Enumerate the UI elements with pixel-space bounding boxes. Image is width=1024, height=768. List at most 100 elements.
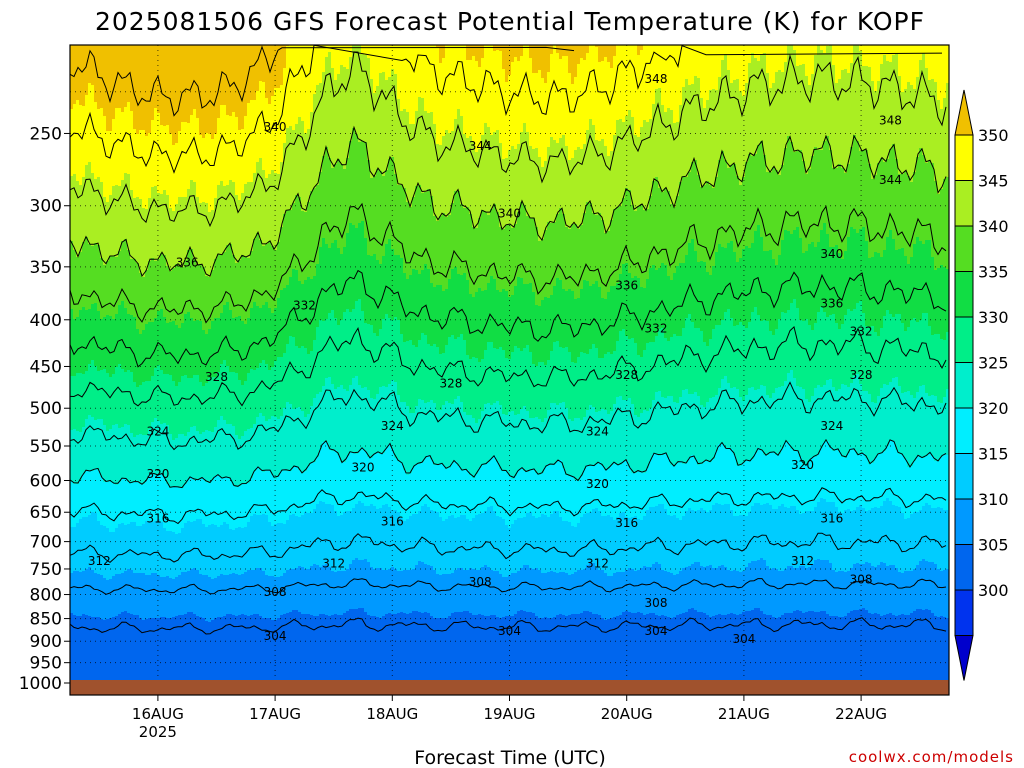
temperature-band-cell (313, 564, 317, 617)
temperature-band-cell (814, 560, 818, 613)
temperature-band-cell (118, 45, 122, 109)
temperature-band-cell (943, 45, 947, 99)
temperature-band-cell (544, 161, 548, 231)
temperature-band-cell (805, 399, 809, 466)
temperature-band-cell (844, 616, 848, 695)
temperature-band-cell (76, 45, 80, 101)
temperature-band-cell (76, 181, 80, 258)
temperature-band-cell (442, 465, 446, 522)
temperature-band-cell (661, 192, 665, 264)
temperature-band-cell (712, 397, 716, 460)
temperature-band-cell (79, 252, 83, 311)
temperature-band-cell (925, 456, 929, 504)
temperature-band-cell (361, 448, 365, 504)
temperature-band-cell (730, 510, 734, 572)
temperature-band-cell (283, 143, 287, 215)
temperature-band-cell (484, 464, 488, 512)
temperature-band-cell (559, 208, 563, 281)
temperature-band-cell (370, 325, 374, 399)
temperature-band-cell (241, 436, 245, 485)
temperature-band-cell (832, 616, 836, 695)
temperature-band-cell (85, 45, 89, 96)
temperature-band-cell (268, 470, 272, 523)
temperature-band-cell (763, 560, 767, 615)
temperature-band-cell (835, 449, 839, 508)
temperature-band-cell (358, 142, 362, 224)
temperature-band-cell (874, 613, 878, 695)
temperature-band-cell (571, 291, 575, 363)
temperature-band-cell (307, 569, 311, 615)
temperature-band-cell (124, 173, 128, 240)
temperature-band-cell (877, 45, 881, 82)
temperature-band-cell (88, 364, 92, 416)
temperature-band-cell (577, 64, 581, 148)
temperature-band-cell (667, 458, 671, 516)
temperature-band-cell (931, 79, 935, 164)
temperature-band-cell (223, 616, 227, 695)
temperature-band-cell (271, 416, 275, 476)
temperature-band-cell (181, 434, 185, 489)
temperature-band-cell (481, 135, 485, 211)
temperature-band-cell (223, 186, 227, 253)
colorbar-label: 305 (978, 536, 1009, 555)
temperature-band-cell (730, 318, 734, 389)
temperature-band-cell (484, 565, 488, 617)
temperature-band-cell (943, 570, 947, 618)
temperature-band-cell (520, 202, 524, 279)
temperature-band-cell (490, 342, 494, 406)
temperature-band-cell (109, 618, 113, 695)
temperature-band-cell (508, 75, 512, 151)
temperature-band-cell (739, 45, 743, 92)
temperature-band-cell (826, 441, 830, 503)
temperature-band-cell (787, 613, 791, 695)
temperature-band-cell (784, 381, 788, 443)
temperature-band-cell (574, 614, 578, 695)
temperature-band-cell (409, 275, 413, 341)
contour-label: 328 (615, 368, 638, 382)
temperature-band-cell (304, 569, 308, 615)
temperature-band-cell (106, 45, 110, 132)
temperature-band-cell (931, 456, 935, 509)
temperature-band-cell (283, 45, 287, 69)
temperature-band-cell (349, 609, 353, 695)
temperature-band-cell (907, 176, 911, 265)
temperature-band-cell (190, 180, 194, 250)
temperature-band-cell (157, 575, 161, 619)
temperature-band-cell (112, 483, 116, 533)
temperature-band-cell (637, 612, 641, 695)
temperature-band-cell (769, 172, 773, 251)
temperature-band-cell (766, 503, 770, 567)
temperature-band-cell (367, 615, 371, 695)
temperature-band-cell (424, 403, 428, 459)
temperature-band-cell (655, 454, 659, 507)
temperature-band-cell (697, 396, 701, 466)
temperature-band-cell (619, 119, 623, 207)
temperature-band-cell (550, 54, 554, 138)
temperature-band-cell (460, 402, 464, 471)
temperature-band-cell (577, 229, 581, 299)
temperature-band-cell (421, 45, 425, 99)
temperature-band-cell (553, 403, 557, 465)
temperature-band-cell (823, 611, 827, 695)
temperature-band-cell (82, 45, 86, 107)
temperature-band-cell (136, 387, 140, 436)
temperature-band-cell (598, 511, 602, 571)
temperature-band-cell (913, 318, 917, 399)
temperature-band-cell (145, 324, 149, 382)
temperature-band-cell (424, 264, 428, 336)
temperature-band-cell (697, 328, 701, 397)
temperature-band-cell (652, 564, 656, 614)
temperature-band-cell (649, 196, 653, 269)
temperature-band-cell (799, 457, 803, 515)
temperature-band-cell (556, 341, 560, 406)
temperature-band-cell (505, 415, 509, 472)
temperature-band-cell (430, 45, 434, 113)
temperature-band-cell (232, 485, 236, 531)
temperature-band-cell (187, 432, 191, 480)
temperature-band-cell (940, 265, 944, 340)
temperature-band-cell (304, 348, 308, 418)
temperature-band-cell (925, 163, 929, 241)
temperature-band-cell (787, 373, 791, 443)
temperature-band-cell (136, 134, 140, 198)
temperature-band-cell (757, 389, 761, 449)
